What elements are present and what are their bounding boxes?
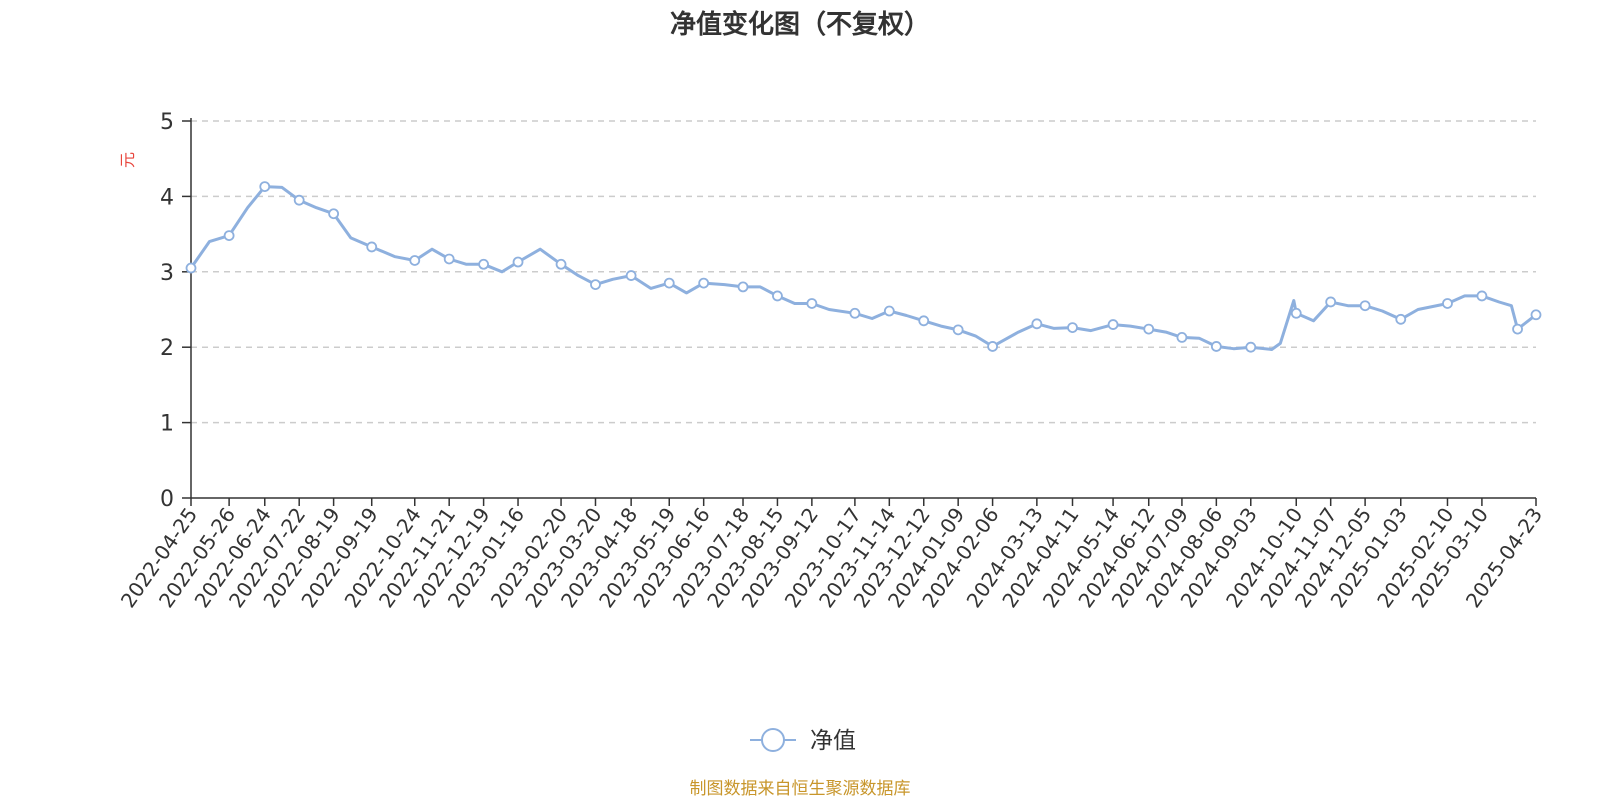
y-tick-label: 3 [160,261,174,286]
data-point[interactable] [409,255,421,266]
data-point[interactable] [293,194,305,206]
data-point[interactable] [555,258,567,270]
data-point[interactable] [737,281,749,293]
data-point[interactable] [772,290,783,302]
data-point[interactable] [663,277,675,289]
legend-marker-icon [761,728,785,752]
axes [190,118,1536,499]
series-net-value [185,181,1542,353]
data-point[interactable] [952,324,964,336]
data-point[interactable] [328,208,340,220]
grid-lines [191,120,1536,424]
y-tick-label: 0 [160,487,174,512]
data-point[interactable] [259,181,271,192]
legend[interactable]: 净值 [750,728,856,754]
data-point[interactable] [1107,319,1119,330]
data-point[interactable] [185,262,197,274]
data-point[interactable] [223,230,235,242]
x-axis-ticks: 2022-04-252022-05-262022-06-242022-07-22… [116,498,1547,612]
y-tick-label: 5 [160,110,174,135]
y-axis-ticks: 0 1 2 3 4 5 [160,110,191,512]
y-tick-label: 1 [160,412,174,437]
data-point[interactable] [806,298,818,309]
data-point[interactable] [1325,296,1337,308]
y-tick-label: 2 [160,336,174,361]
data-point[interactable] [1530,309,1542,321]
data-point[interactable] [590,279,601,291]
data-point[interactable] [1290,307,1302,319]
data-point[interactable] [987,341,998,352]
data-point[interactable] [849,307,861,319]
data-point[interactable] [1442,298,1453,309]
data-point[interactable] [1210,341,1222,352]
y-axis-label: 元 [118,152,137,168]
data-point[interactable] [625,270,637,281]
legend-label: 净值 [810,728,856,754]
data-point[interactable] [1143,323,1155,335]
data-point[interactable] [1512,323,1523,335]
data-point[interactable] [512,256,524,268]
data-point[interactable] [443,253,455,265]
data-point[interactable] [1476,290,1488,302]
data-point[interactable] [1176,331,1188,343]
data-point[interactable] [1359,300,1371,312]
chart-title: 净值变化图（不复权） [670,9,930,40]
series-line [189,185,1538,351]
data-point[interactable] [883,305,895,317]
data-point[interactable] [366,241,378,253]
data-point[interactable] [918,315,930,327]
data-point[interactable] [1395,313,1407,325]
data-point[interactable] [478,258,490,270]
data-source-note: 制图数据来自恒生聚源数据库 [690,779,911,799]
y-tick-label: 4 [160,185,174,210]
data-point[interactable] [1245,341,1257,353]
data-point[interactable] [1067,322,1078,333]
data-point[interactable] [698,277,710,289]
data-point[interactable] [1031,318,1043,330]
